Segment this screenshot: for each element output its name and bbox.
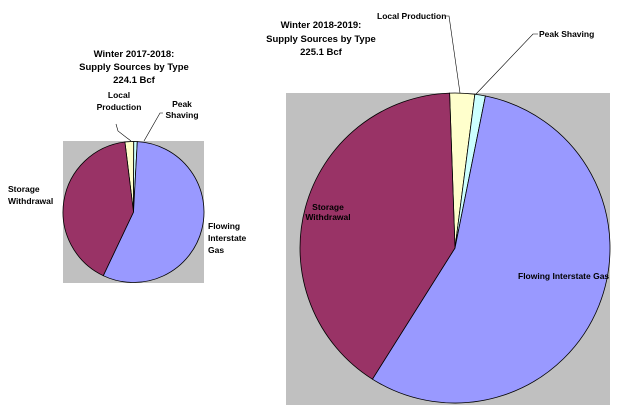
label-flowing-interstate-gas: Flowing Interstate Gas [518,271,609,281]
pie-slice-storage-withdrawal [62,141,134,277]
leader-peak-shaving [143,112,163,142]
chart-title-line3: 224.1 Bcf [113,75,156,86]
leader-local-production [115,123,132,142]
chart-2018-2019: Winter 2018-2019: Supply Sources by Type… [266,11,611,405]
label-peak-shaving: Peak Shaving [165,99,198,120]
pie-slice-storage-withdrawal [299,92,456,380]
chart-title-line2: Supply Sources by Type [79,62,189,73]
label-storage-withdrawal: Storage Withdrawal [305,202,350,222]
chart-title-line3: 225.1 Bcf [300,47,343,58]
chart-2017-2018: Winter 2017-2018: Supply Sources by Type… [8,49,247,283]
label-peak-shaving: Peak Shaving [539,29,594,39]
pie-slice-flowing-interstate-gas [102,141,205,283]
pie [299,92,611,404]
label-local-production-1: Local Production [97,90,142,112]
chart-title-line2: Supply Sources by Type [266,34,376,45]
pie-slice-flowing-interstate-gas [371,95,611,404]
label-flowing-interstate-gas: Flowing Interstate Gas [208,221,247,255]
pie [62,141,205,283]
leader-local-production [445,15,461,94]
label-storage-withdrawal: Storage Withdrawal [8,184,53,206]
chart-title-line1: Winter 2018-2019: [281,20,362,31]
label-local-production: Local Production [377,11,446,21]
chart-title-line1: Winter 2017-2018: [94,49,175,60]
leader-peak-shaving [475,33,538,95]
